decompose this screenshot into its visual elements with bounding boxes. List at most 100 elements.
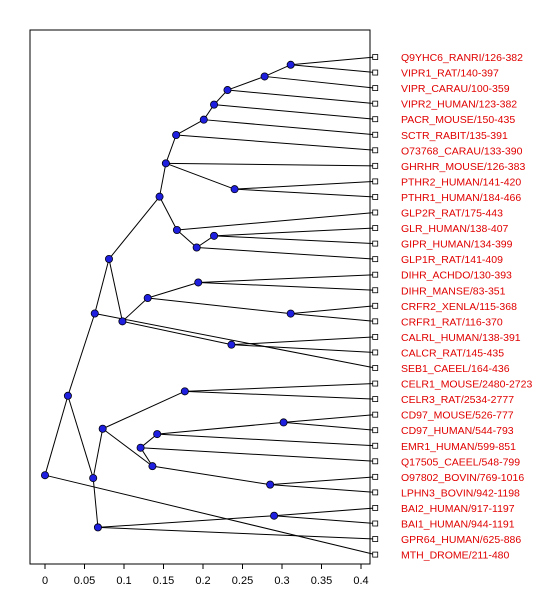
leaf-label: DIHR_MANSE/83-351: [401, 285, 506, 297]
tree-branch: [198, 281, 376, 291]
axis-tick-label: 0.05: [74, 575, 95, 587]
tree-node: [194, 278, 203, 287]
tree-node: [63, 391, 72, 400]
tree-branch: [274, 515, 376, 524]
leaf-marker: [372, 333, 379, 340]
axis-tick-label: 0.25: [232, 575, 253, 587]
leaf-marker: [372, 551, 379, 558]
tree-branch: [290, 305, 376, 315]
tree-branch: [290, 64, 376, 74]
leaf-label: PTHR1_HUMAN/184-466: [401, 192, 521, 204]
leaf-label: CELR1_MOUSE/2480-2723: [401, 379, 532, 391]
tree-node: [161, 159, 170, 168]
tree-branch: [184, 383, 376, 392]
tree-branch: [283, 421, 376, 431]
leaf-label: GLP2R_RAT/175-443: [401, 208, 503, 220]
leaf-marker: [372, 536, 379, 542]
tree-branch: [140, 447, 376, 462]
leaf-label: PTHR2_HUMAN/141-420: [401, 176, 521, 188]
tree-node: [286, 60, 295, 69]
tree-branch: [283, 414, 376, 423]
tree-branch: [108, 196, 160, 260]
tree-node: [266, 480, 275, 489]
tree-branch: [176, 212, 376, 231]
leaf-label: PACR_MOUSE/150-435: [401, 114, 515, 126]
tree-branch: [122, 297, 149, 322]
tree-branch: [227, 75, 265, 91]
leaf-label: GIPR_HUMAN/134-399: [401, 239, 513, 251]
leaf-marker: [372, 505, 379, 511]
tree-node: [90, 309, 99, 318]
tree-branch: [108, 258, 123, 322]
leaf-label: VIPR2_HUMAN/123-382: [401, 99, 517, 111]
leaf-marker: [372, 302, 379, 309]
tree-node: [270, 511, 279, 520]
tree-node: [172, 130, 181, 139]
leaf-label: Q17505_CAEEL/548-799: [401, 456, 520, 468]
leaf-label: CRFR2_XENLA/115-368: [401, 301, 517, 313]
tree-branch: [175, 119, 205, 136]
tree-branch: [214, 227, 376, 237]
tree-branch: [203, 119, 376, 136]
leaf-label: BAI1_HUMAN/944-1191: [401, 519, 515, 531]
tree-node: [153, 430, 162, 439]
tree-branch: [227, 89, 376, 105]
tree-branch: [157, 433, 376, 447]
leaf-marker: [372, 458, 379, 465]
leaf-marker: [372, 489, 379, 496]
leaf-marker: [372, 85, 379, 91]
leaf-label: SEB1_CAEEL/164-436: [401, 363, 510, 375]
leaf-label: VIPR_CARAU/100-359: [401, 83, 510, 95]
tree-node: [210, 100, 219, 109]
leaf-marker: [372, 442, 379, 449]
axis-tick-label: 0: [42, 575, 48, 587]
leaf-marker: [372, 100, 379, 107]
tree-branch: [159, 196, 178, 231]
axis-tick-label: 0.15: [153, 575, 174, 587]
tree-branch: [92, 428, 104, 479]
leaf-marker: [372, 131, 379, 138]
leaf-label: GPR64_HUMAN/625-886: [401, 534, 521, 546]
tree-node: [155, 192, 164, 201]
nodes-layer: [41, 60, 295, 532]
tree-branch: [270, 476, 376, 486]
tree-branch: [159, 163, 167, 197]
leaf-marker: [372, 209, 379, 216]
tree-node: [199, 115, 208, 124]
leaf-label: CALRL_HUMAN/138-391: [401, 332, 521, 344]
leaf-label: GLP1R_RAT/141-409: [401, 254, 503, 266]
leaf-marker: [372, 473, 379, 480]
leaf-label: LPHN3_BOVIN/942-1198: [401, 487, 520, 499]
leaf-marker: [372, 318, 379, 325]
axis-tick-label: 0.4: [353, 575, 368, 587]
tree-node: [192, 243, 201, 252]
tree-branch: [97, 526, 376, 540]
tree-node: [223, 86, 232, 95]
tree-branch: [231, 336, 376, 346]
leaf-label: VIPR1_RAT/140-397: [401, 68, 499, 80]
tree-branch: [214, 235, 376, 245]
leaf-label: CD97_HUMAN/544-793: [401, 425, 514, 437]
tree-node: [118, 317, 127, 326]
tree-branch: [147, 281, 199, 299]
leaf-marker: [372, 194, 379, 200]
leaf-marker: [372, 380, 379, 387]
tree-node: [148, 462, 157, 471]
leaf-label: GHRHR_MOUSE/126-383: [401, 161, 525, 173]
leaf-marker: [372, 69, 379, 76]
tree-node: [93, 523, 102, 532]
leaf-marker: [372, 162, 379, 169]
leaf-label: CELR3_RAT/2534-2777: [401, 394, 514, 406]
tree-branch: [44, 474, 376, 556]
tree-branch: [94, 313, 376, 369]
tree-branch: [165, 134, 177, 164]
tree-branch: [264, 64, 291, 77]
axis-tick-label: 0.1: [116, 575, 131, 587]
tree-branch: [147, 297, 291, 315]
tree-node: [279, 418, 288, 427]
leaf-marker: [372, 271, 379, 278]
leaf-label: BAI2_HUMAN/917-1197: [401, 503, 515, 515]
tree-node: [230, 185, 239, 194]
plot-frame: [29, 29, 371, 565]
leaf-marker: [372, 396, 379, 403]
